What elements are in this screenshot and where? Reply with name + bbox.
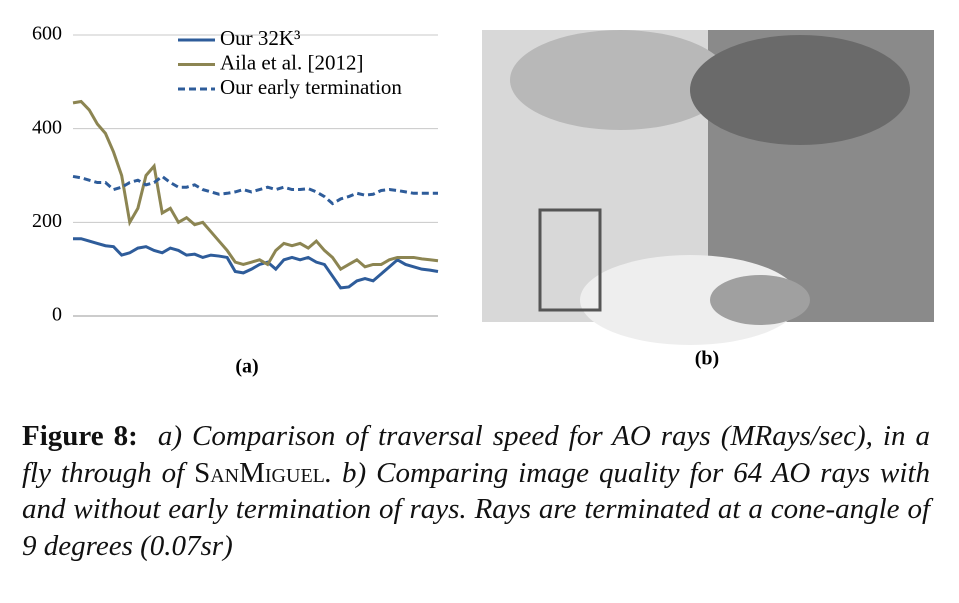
caption: Figure 8: a) Comparison of traversal spe… (22, 418, 930, 564)
caption-label: Figure 8: (22, 420, 138, 452)
panel-label: (b) (695, 348, 719, 370)
legend-label: Our 32K³ (220, 26, 300, 50)
panel-label: (a) (235, 356, 258, 378)
line (73, 237, 439, 290)
y-tick-label: 600 (32, 23, 62, 45)
y-tick-label: 400 (32, 116, 62, 138)
y-tick-label: 200 (32, 210, 62, 232)
line (72, 99, 439, 272)
caption-text: . b) Comparing image quality for 64 AO r… (22, 456, 931, 562)
caption-text: a) Comparison of traversal speed for AO … (22, 420, 930, 489)
caption-name: SanMiguel (194, 456, 325, 489)
y-tick-label: 0 (52, 304, 62, 326)
line (72, 174, 438, 206)
legend-label: Aila et al. [2012] (220, 50, 363, 74)
render-image (482, 30, 934, 345)
legend-label: Our early termination (220, 75, 402, 99)
